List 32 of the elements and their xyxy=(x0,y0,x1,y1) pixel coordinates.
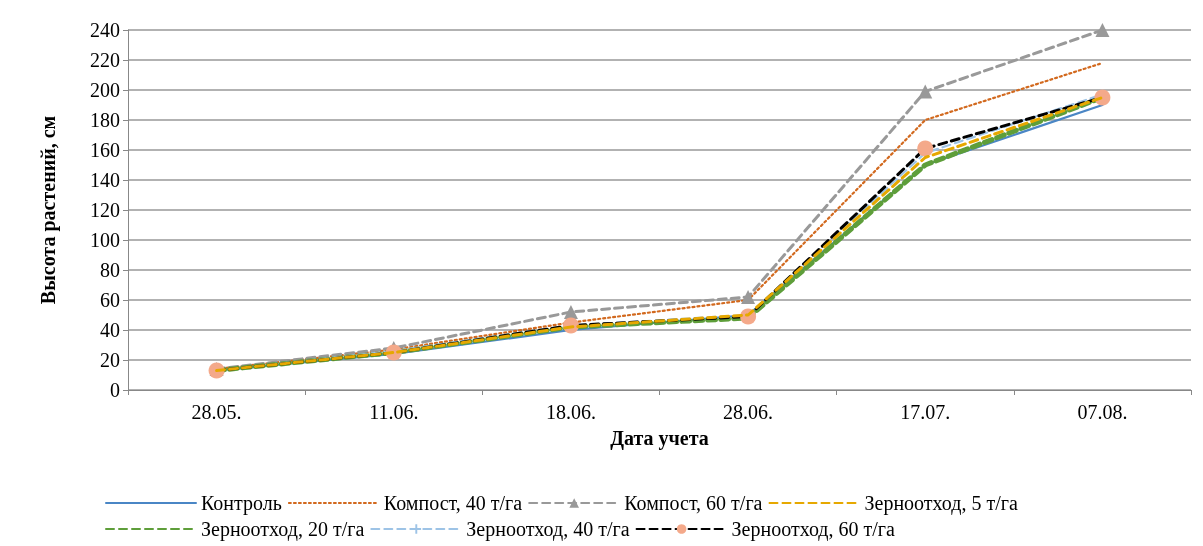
y-tick-label: 60 xyxy=(100,289,120,311)
y-tick-label: 40 xyxy=(100,319,120,341)
y-tick-label: 100 xyxy=(90,229,120,251)
y-tick-label: 140 xyxy=(90,169,120,191)
legend-label: Зерноотход, 60 т/га xyxy=(731,518,895,541)
legend-label: Компост, 60 т/га xyxy=(624,492,763,514)
x-tick-label: 28.06. xyxy=(723,401,774,423)
y-tick-label: 240 xyxy=(90,19,120,41)
y-tick-label: 180 xyxy=(90,109,120,131)
y-tick-label: 80 xyxy=(100,259,120,281)
legend-label: Зерноотход, 20 т/га xyxy=(201,518,365,541)
legend-label: Зерноотход, 40 т/га xyxy=(466,518,630,541)
legend-label: Контроль xyxy=(201,492,282,515)
point xyxy=(918,84,933,99)
point xyxy=(1095,23,1110,37)
y-tick-label: 20 xyxy=(100,349,120,371)
x-tick-label: 11.06. xyxy=(369,401,419,423)
x-tick-label: 18.06. xyxy=(545,401,596,423)
legend-label: Компост, 40 т/га xyxy=(383,492,523,514)
y-tick-label: 0 xyxy=(110,379,120,401)
x-tick-label: 17.07. xyxy=(900,401,951,423)
y-tick-label: 220 xyxy=(90,49,120,71)
x-tick-label: 07.08. xyxy=(1077,401,1128,423)
y-tick-label: 160 xyxy=(90,139,120,161)
y-tick-label: 120 xyxy=(90,199,120,221)
y-axis-title: Высота растений, см xyxy=(37,115,60,305)
point xyxy=(741,290,756,304)
legend-label: Зерноотход, 5 т/га xyxy=(864,492,1018,515)
x-axis-title: Дата учета xyxy=(610,427,709,450)
y-tick-label: 200 xyxy=(90,79,120,101)
point xyxy=(563,305,578,319)
x-tick-label: 28.05. xyxy=(191,401,242,423)
